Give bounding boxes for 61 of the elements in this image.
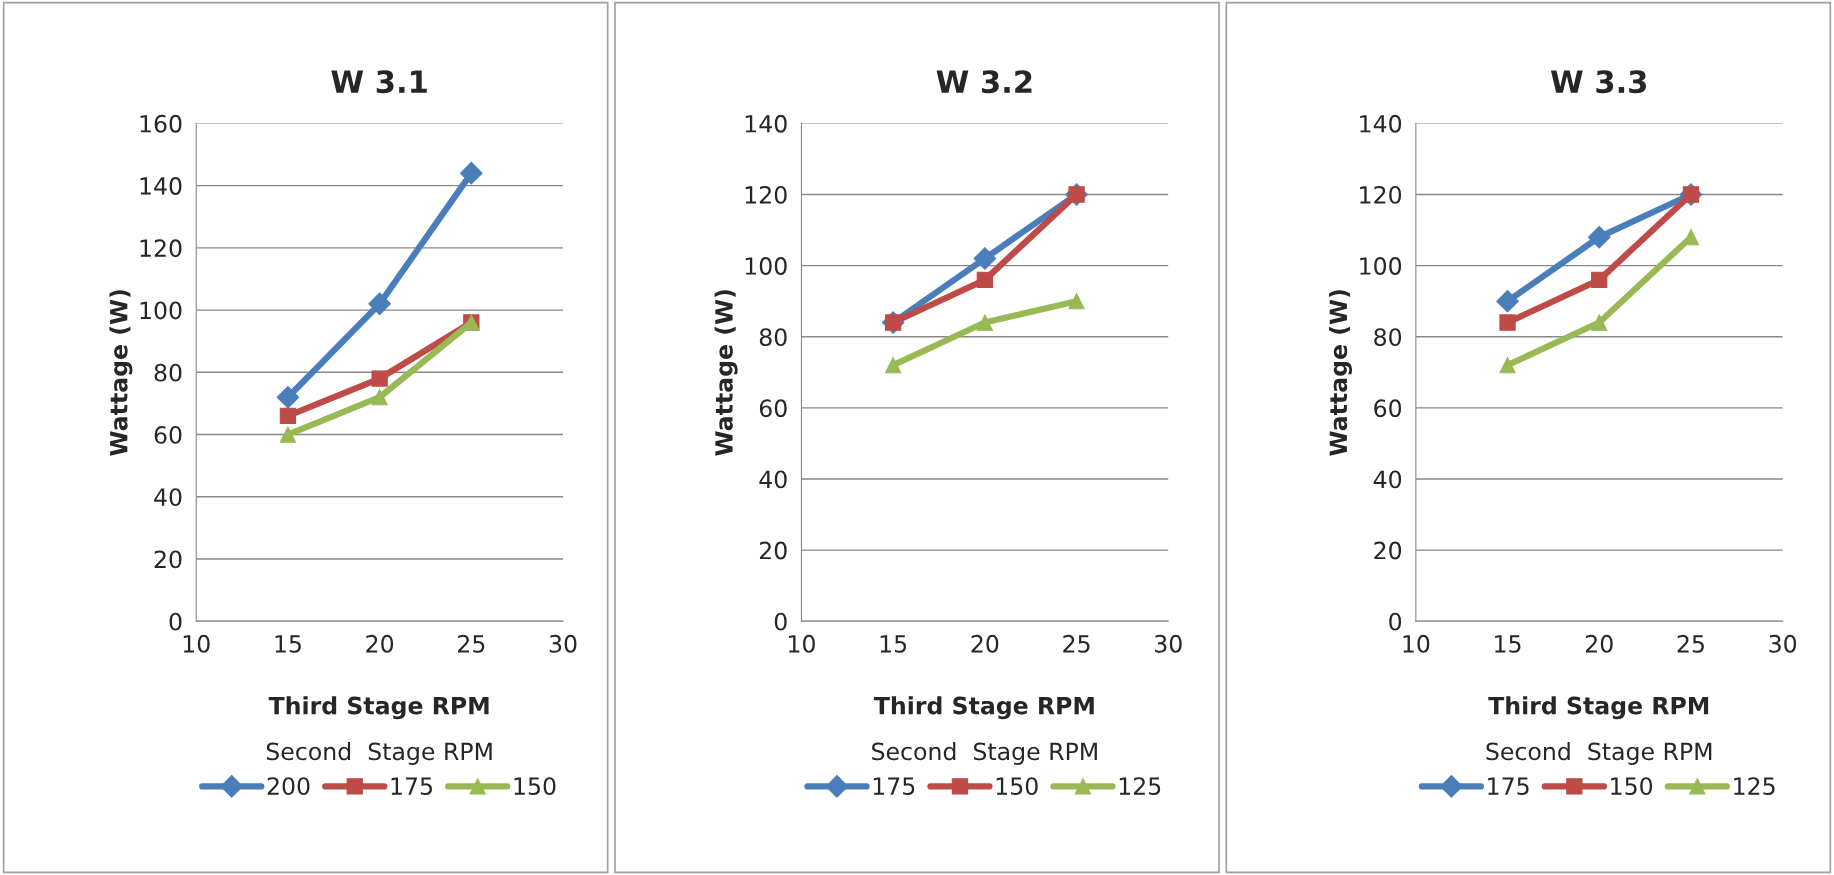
- x-axis-title: Third Stage RPM: [873, 696, 1094, 720]
- y-tick-label: 100: [140, 301, 182, 320]
- y-tick-label: 60: [154, 425, 182, 444]
- y-tick-label: 0: [1389, 612, 1402, 631]
- y-tick-label: 120: [745, 185, 787, 204]
- y-tick-label: 60: [1374, 399, 1402, 418]
- legend-label: 125: [1734, 777, 1775, 796]
- x-tick-label: 10: [789, 634, 815, 653]
- legend-label: 175: [391, 777, 432, 796]
- y-tick-label: 40: [759, 470, 787, 489]
- y-tick-label: 100: [1360, 257, 1402, 275]
- x-tick-label: 20: [366, 634, 394, 653]
- x-axis-title: Third Stage RPM: [268, 696, 489, 720]
- y-tick-label: 160: [140, 114, 182, 133]
- legend-label: 175: [1488, 777, 1529, 796]
- y-tick-label: 0: [169, 612, 182, 631]
- x-tick-label: 25: [458, 634, 485, 653]
- chart-title: W 3.2: [936, 70, 1032, 94]
- legend-label: 150: [1611, 777, 1653, 796]
- y-tick-label: 20: [154, 550, 182, 569]
- y-tick-label: 120: [1360, 185, 1402, 204]
- legend-title: Second Stage RPM: [266, 742, 492, 765]
- legend-label: 150: [996, 777, 1038, 796]
- legend-label: 150: [514, 777, 556, 796]
- y-tick-label: 140: [1360, 114, 1402, 133]
- y-tick-label: 140: [745, 114, 787, 133]
- y-tick-label: 80: [759, 328, 787, 347]
- x-tick-label: 30: [1769, 634, 1797, 653]
- x-tick-label: 10: [1403, 634, 1430, 653]
- x-tick-label: 15: [880, 635, 907, 653]
- y-axis-title: Wattage (W): [1329, 290, 1353, 456]
- legend-title: Second Stage RPM: [1486, 742, 1712, 765]
- x-tick-label: 25: [1063, 634, 1090, 653]
- y-tick-label: 0: [774, 612, 787, 631]
- x-tick-label: 15: [275, 635, 301, 653]
- legend-title: Second Stage RPM: [872, 742, 1097, 765]
- x-tick-label: 15: [1495, 635, 1521, 653]
- y-tick-label: 80: [1374, 328, 1402, 347]
- y-axis-title: Wattage (W): [109, 290, 133, 456]
- x-tick-label: 30: [1155, 634, 1182, 653]
- y-tick-label: 100: [745, 257, 787, 275]
- chart-title: W 3.1: [331, 70, 427, 94]
- x-tick-label: 30: [549, 634, 577, 653]
- y-tick-label: 20: [1374, 541, 1402, 560]
- legend-label: 200: [267, 777, 310, 796]
- y-axis-title: Wattage (W): [714, 290, 738, 456]
- y-tick-label: 140: [140, 177, 182, 195]
- legend-label: 175: [873, 777, 915, 796]
- y-tick-label: 80: [154, 363, 182, 382]
- y-tick-label: 40: [1373, 470, 1402, 489]
- y-tick-label: 40: [154, 488, 182, 507]
- x-tick-label: 10: [183, 634, 210, 653]
- y-tick-label: 60: [759, 399, 787, 418]
- y-tick-label: 20: [759, 541, 787, 560]
- x-tick-label: 20: [1585, 634, 1613, 653]
- y-tick-label: 120: [140, 239, 182, 258]
- x-axis-title: Third Stage RPM: [1488, 696, 1709, 720]
- legend-label: 125: [1119, 777, 1161, 796]
- chart-title: W 3.3: [1550, 70, 1647, 94]
- x-tick-label: 25: [1677, 634, 1704, 653]
- x-tick-label: 20: [971, 634, 999, 653]
